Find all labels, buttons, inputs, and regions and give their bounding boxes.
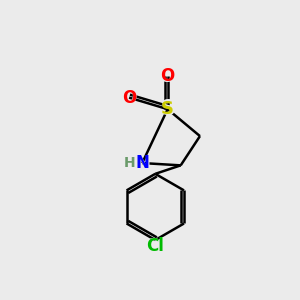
Text: N: N <box>134 154 150 172</box>
Text: O: O <box>121 88 137 107</box>
Text: N: N <box>135 154 149 172</box>
Text: Cl: Cl <box>146 237 164 255</box>
Text: O: O <box>159 67 176 85</box>
Text: Cl: Cl <box>145 237 166 256</box>
Text: H: H <box>124 156 136 170</box>
Text: S: S <box>161 100 174 118</box>
Text: O: O <box>160 67 175 85</box>
Text: O: O <box>122 88 136 106</box>
Text: S: S <box>160 99 175 119</box>
